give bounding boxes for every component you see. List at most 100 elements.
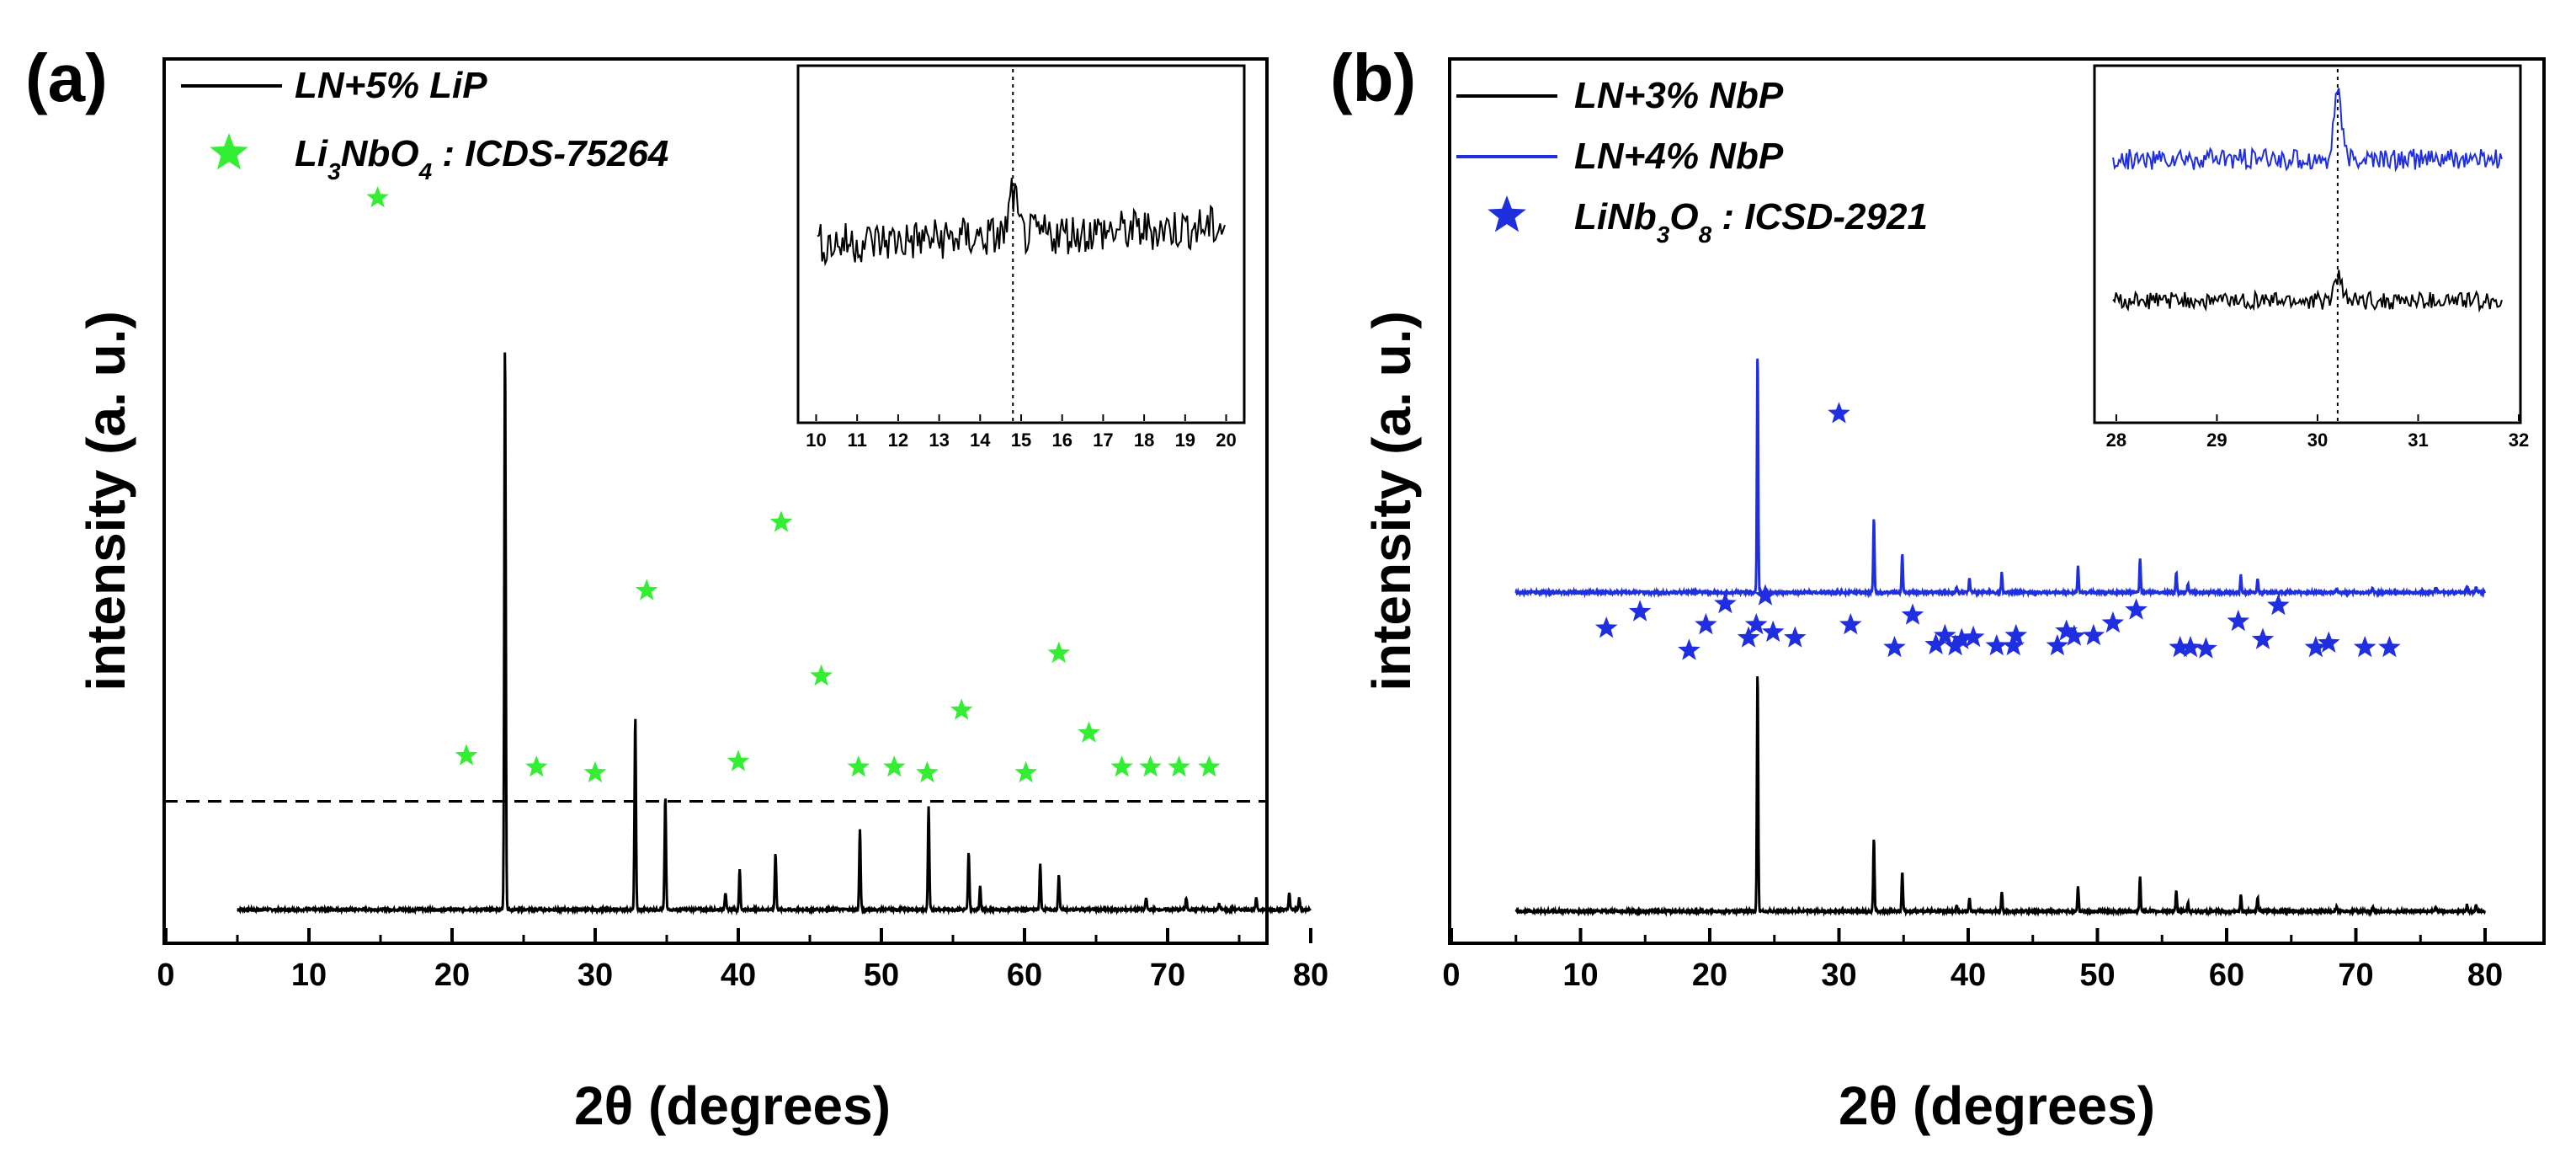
reference-star-1 (1628, 600, 1652, 622)
inset-a-content: 10 11 12 13 14 15 16 17 18 19 20 (806, 69, 1237, 451)
reference-star-28 (2169, 636, 2192, 658)
panel-b-legend: LN+3% NbP LN+4% NbP LiNb3O8 : ICSD-2921 (1456, 75, 1928, 248)
panel-b-x-ticks: 0 10 20 30 40 50 60 70 80 (1442, 928, 2503, 993)
reference-star-3 (583, 760, 607, 783)
reference-star-31 (2227, 609, 2250, 632)
reference-star-17 (1168, 755, 1190, 777)
reference-star-6 (769, 510, 793, 532)
inset-x-tick-label-19: 19 (1175, 430, 1195, 451)
panel-b-reference-markers (1594, 402, 2401, 660)
panel-b-y-axis-label: intensity (a. u.) (1361, 311, 1422, 691)
inset-x-tick-label-16: 16 (1051, 430, 1072, 451)
series-line-ln-4-nbp (1514, 358, 2486, 599)
x-tick-label-50: 50 (864, 958, 899, 993)
panel-a: (a) 0 10 20 30 40 50 60 70 80 LN+5% LiP Li3NbO4 … (25, 40, 1328, 1136)
legend-b-item-1: LN+3% NbP (1574, 75, 1784, 116)
reference-star-2 (1678, 638, 1700, 660)
reference-star-9 (883, 755, 906, 777)
reference-star-18 (1961, 625, 1985, 648)
reference-star-14 (1924, 632, 1947, 654)
reference-star-30 (2195, 637, 2217, 659)
x-tick-label-80: 80 (1293, 958, 1328, 993)
inset-x-tick-label-32: 32 (2509, 430, 2529, 451)
panel-a-reference-markers (366, 186, 1221, 783)
reference-star-36 (2353, 636, 2376, 658)
panel-b-inset: 28 29 30 31 32 (2093, 64, 2529, 451)
legend-a-star-icon (210, 133, 248, 170)
panel-a-x-axis-label: 2θ (degrees) (574, 1075, 891, 1136)
reference-star-6 (1744, 613, 1768, 635)
inset-a-frame (796, 64, 1246, 424)
legend-star-shape (210, 133, 248, 170)
reference-star-25 (2082, 623, 2105, 646)
reference-star-0 (366, 186, 389, 208)
legend-a-item-1: LN+5% LiP (295, 65, 487, 106)
x-tick-label-20: 20 (1692, 958, 1727, 993)
x-tick-label-30: 30 (577, 958, 613, 993)
reference-star-4 (635, 579, 658, 600)
panel-a-inset: 10 11 12 13 14 15 16 17 18 19 20 (796, 64, 1246, 451)
inset-series-line-0 (2112, 88, 2503, 173)
reference-star-11 (1839, 613, 1862, 635)
panel-b: (b) 0 10 20 30 40 50 60 70 80 LN+3% NbP LN+4% Nb… (1330, 40, 2546, 1136)
reference-star-21 (2004, 623, 2028, 646)
inset-x-tick-label-30: 30 (2307, 430, 2328, 451)
panel-a-legend: LN+5% LiP Li3NbO4 : ICDS-75264 (181, 65, 668, 184)
reference-star-17 (1951, 627, 1973, 649)
legend-b-item-2: LN+4% NbP (1574, 136, 1784, 177)
reference-star-35 (2318, 631, 2340, 653)
legend-star-shape (1488, 195, 1526, 232)
x-tick-label-50: 50 (2079, 958, 2115, 993)
x-tick-label-10: 10 (1562, 958, 1598, 993)
x-tick-label-60: 60 (2209, 958, 2244, 993)
x-tick-label-80: 80 (2467, 958, 2503, 993)
reference-star-34 (2304, 636, 2328, 658)
panel-b-series (1514, 358, 2486, 918)
reference-star-33 (2267, 594, 2290, 616)
reference-star-7 (810, 664, 833, 686)
x-tick-label-70: 70 (2338, 958, 2373, 993)
reference-star-26 (2101, 611, 2125, 633)
x-tick-label-60: 60 (1007, 958, 1042, 993)
reference-star-0 (1594, 616, 1618, 638)
reference-star-14 (1078, 721, 1100, 743)
reference-star-7 (1754, 584, 1777, 606)
reference-star-37 (2378, 636, 2401, 658)
reference-star-15 (1934, 623, 1956, 646)
reference-star-20 (2002, 634, 2025, 656)
series-line-ln-5-lip (237, 352, 1312, 916)
panel-b-label: (b) (1330, 40, 1416, 115)
reference-star-23 (2055, 619, 2078, 641)
reference-star-2 (525, 755, 548, 777)
reference-star-10 (916, 760, 939, 783)
reference-star-19 (1985, 634, 2009, 656)
reference-star-11 (950, 698, 973, 720)
x-tick-label-20: 20 (434, 958, 470, 993)
reference-star-3 (1695, 613, 1717, 635)
reference-star-18 (1198, 755, 1221, 777)
inset-series-line-0 (817, 178, 1226, 267)
reference-star-13 (1047, 641, 1071, 664)
reference-star-9 (1784, 626, 1807, 648)
legend-a-item-2: Li3NbO4 : ICDS-75264 (295, 133, 668, 184)
inset-x-tick-label-10: 10 (806, 430, 826, 451)
reference-star-5 (1737, 626, 1760, 648)
inset-x-tick-label-17: 17 (1093, 430, 1113, 451)
reference-star-16 (1139, 755, 1162, 777)
x-tick-label-10: 10 (291, 958, 327, 993)
reference-star-27 (2125, 598, 2148, 620)
reference-star-8 (1761, 620, 1785, 643)
inset-b-frame (2093, 64, 2522, 424)
reference-star-16 (1944, 634, 1967, 656)
reference-star-5 (726, 750, 750, 771)
inset-x-tick-label-18: 18 (1134, 430, 1154, 451)
x-tick-label-0: 0 (1442, 958, 1460, 993)
panel-b-frame (1448, 57, 2546, 945)
inset-x-tick-label-14: 14 (970, 430, 991, 451)
panel-a-series (237, 352, 1312, 916)
inset-x-tick-label-11: 11 (848, 430, 867, 451)
inset-x-tick-label-13: 13 (929, 430, 949, 451)
reference-star-8 (847, 755, 870, 777)
